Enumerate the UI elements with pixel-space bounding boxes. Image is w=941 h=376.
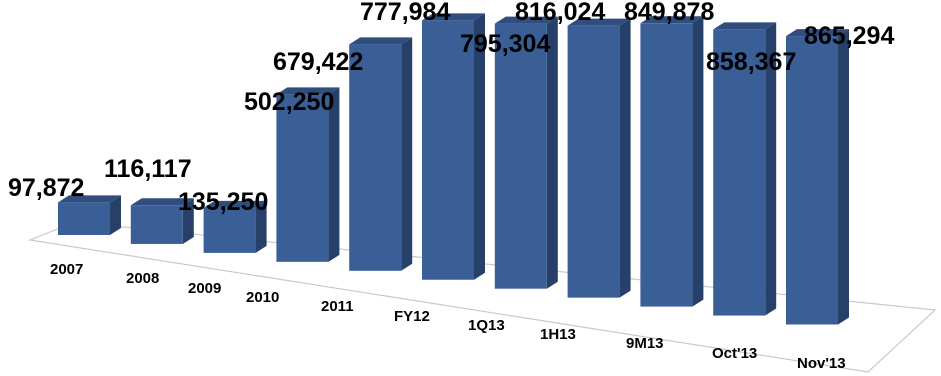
bar-side [838, 29, 849, 325]
bar-9M13 [640, 16, 704, 307]
bar-2011 [349, 37, 413, 271]
bar-Nov'13 [786, 29, 849, 325]
bar-2008 [130, 198, 194, 244]
category-label: 2009 [188, 280, 221, 297]
bar-front [130, 205, 183, 244]
bar-top [567, 18, 631, 26]
bar-front [422, 20, 474, 280]
bar-top [58, 195, 121, 203]
bar-top [349, 37, 413, 45]
bar-front [567, 25, 620, 298]
category-label: 9M13 [626, 335, 664, 352]
bar-2010 [276, 87, 340, 262]
bar-top [640, 16, 704, 24]
value-labels-group: 97,872 116,117 135,250 502,250 679,422 777,98… [8, 0, 894, 216]
bar-front [203, 207, 256, 253]
value-label: 795,304 [460, 30, 550, 58]
bar-front [58, 202, 110, 235]
bar-top [786, 29, 849, 37]
bar-side [546, 16, 558, 289]
bar-side [110, 195, 121, 235]
bar-2007 [58, 195, 121, 235]
bar-top [203, 200, 267, 208]
bar-side [328, 87, 340, 262]
bar-top [276, 87, 340, 95]
bar-side [619, 18, 631, 298]
value-label: 679,422 [273, 48, 363, 76]
category-label: 1Q13 [468, 317, 505, 334]
bar-top [130, 198, 194, 206]
value-label: 858,367 [706, 48, 796, 76]
bar-side [474, 13, 485, 280]
bar-front [640, 23, 693, 307]
bar-side [692, 16, 704, 307]
bar-FY12 [422, 13, 485, 280]
category-label: 2010 [246, 289, 279, 306]
bar-2009 [203, 200, 267, 253]
value-label: 816,024 [515, 0, 605, 26]
category-label: Oct'13 [712, 345, 757, 362]
category-label: 1H13 [540, 326, 576, 343]
bar-front [786, 36, 838, 325]
bar-Oct'13 [713, 22, 777, 316]
bar-front [713, 29, 766, 316]
value-label: 777,984 [360, 0, 450, 26]
bar-top [422, 13, 485, 21]
bar-side [182, 198, 194, 244]
bar-side [765, 22, 777, 316]
bar-front [349, 44, 402, 271]
value-label: 849,878 [624, 0, 714, 26]
value-label: 135,250 [178, 188, 268, 216]
value-label: 502,250 [244, 88, 334, 116]
bar-top [713, 22, 777, 30]
value-label: 97,872 [8, 174, 84, 202]
bar-side [255, 200, 267, 253]
bar-side [401, 37, 413, 271]
bar-1H13 [567, 18, 631, 298]
category-label: Nov'13 [797, 355, 846, 372]
category-labels-group: 2007 2008 2009 2010 2011 FY12 1Q13 1H13 9M13 Oct'… [50, 261, 846, 372]
bar-front [494, 23, 547, 289]
bar-front [276, 94, 329, 262]
bar-1Q13 [494, 16, 558, 289]
bars-group [58, 13, 849, 325]
value-label: 865,294 [804, 22, 894, 50]
value-label: 116,117 [104, 155, 192, 183]
category-label: 2008 [126, 270, 159, 287]
category-label: 2011 [321, 298, 354, 315]
category-label: 2007 [50, 261, 83, 278]
category-label: FY12 [394, 308, 430, 325]
bar-top [494, 16, 558, 24]
